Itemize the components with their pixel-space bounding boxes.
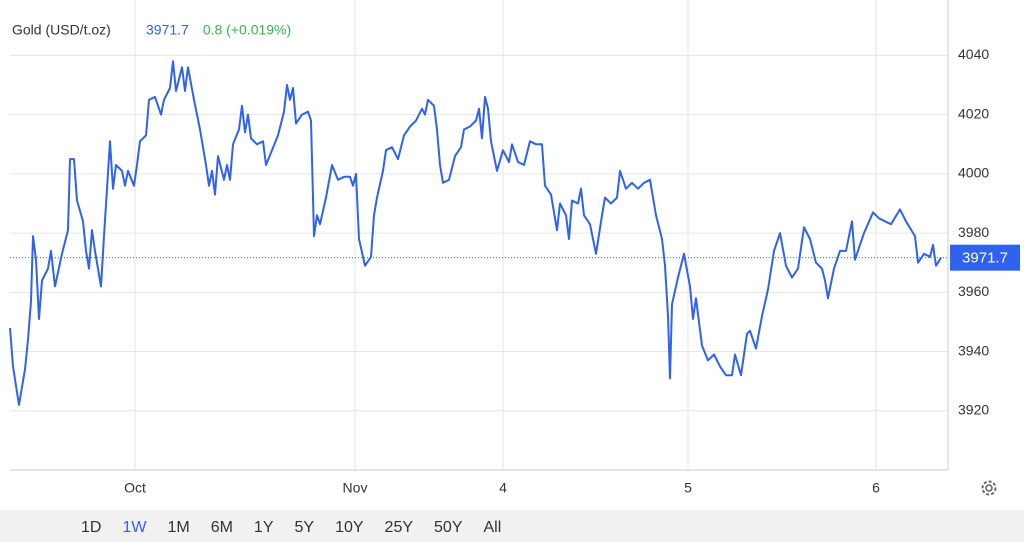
price-tag-label: 3971.7 bbox=[962, 250, 1008, 267]
range-button[interactable]: 1M bbox=[167, 519, 189, 536]
range-button[interactable]: 6M bbox=[211, 519, 233, 536]
x-tick-label: 5 bbox=[684, 480, 692, 496]
range-button[interactable]: All bbox=[483, 519, 501, 536]
settings-icon[interactable] bbox=[981, 480, 997, 496]
range-button[interactable]: 1W bbox=[122, 519, 147, 536]
price: 3971.7 bbox=[146, 22, 189, 38]
price-tag bbox=[950, 244, 1020, 271]
x-tick-label: Oct bbox=[124, 480, 146, 496]
range-bar bbox=[0, 510, 1024, 542]
range-button[interactable]: 25Y bbox=[385, 519, 414, 536]
x-tick-label: 6 bbox=[872, 480, 880, 496]
range-button[interactable]: 1Y bbox=[254, 519, 274, 536]
price-line bbox=[9, 60, 942, 406]
y-tick-label: 3960 bbox=[958, 283, 989, 299]
y-tick-label: 4000 bbox=[958, 165, 989, 181]
chart-title: Gold (USD/t.oz) bbox=[12, 22, 111, 38]
range-button[interactable]: 1D bbox=[81, 519, 101, 536]
y-tick-label: 4040 bbox=[958, 46, 989, 62]
change: 0.8 (+0.019%) bbox=[203, 22, 291, 38]
x-tick-label: 4 bbox=[499, 480, 507, 496]
y-tick-label: 3940 bbox=[958, 342, 989, 358]
range-button[interactable]: 5Y bbox=[295, 519, 315, 536]
y-tick-label: 3920 bbox=[958, 401, 989, 417]
range-button[interactable]: 50Y bbox=[434, 519, 463, 536]
y-tick-label: 3980 bbox=[958, 224, 989, 240]
x-tick-label: Nov bbox=[343, 480, 368, 496]
range-button[interactable]: 10Y bbox=[335, 519, 364, 536]
y-tick-label: 4020 bbox=[958, 105, 989, 121]
